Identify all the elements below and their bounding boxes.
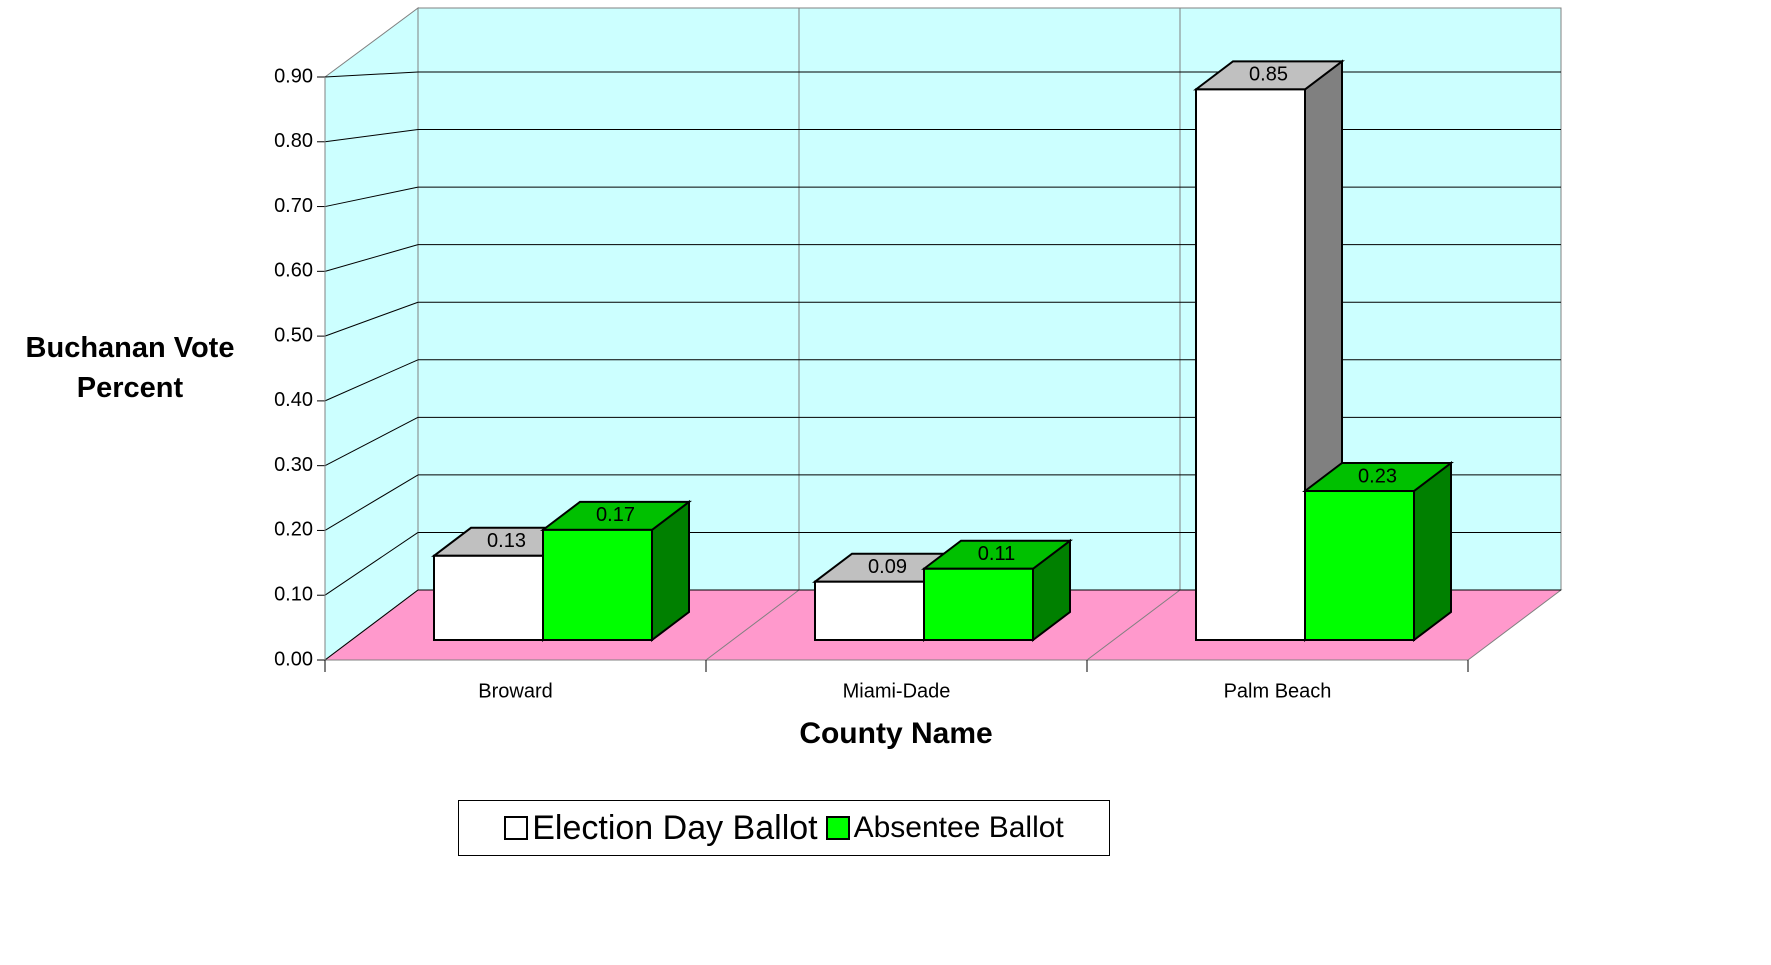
legend-swatch [825, 816, 850, 840]
legend-item: Election Day Ballot [504, 808, 818, 848]
legend: Election Day Ballot Absentee Ballot [458, 800, 1110, 856]
grid-line-side [324, 186, 419, 208]
data-label: 0.13 [487, 530, 526, 552]
data-label: 0.17 [596, 504, 635, 526]
data-label: 0.23 [1358, 465, 1397, 487]
grid-line-side [324, 359, 419, 402]
x-tick-label: Broward [478, 680, 552, 702]
data-label: 0.11 [978, 543, 1015, 565]
left-wall [324, 7, 419, 662]
y-tick-label: 0.60 [274, 260, 313, 282]
bar-front [542, 528, 653, 642]
y-tick-label: 0.30 [274, 454, 313, 476]
bar-front [814, 580, 925, 642]
floor-divider [705, 589, 800, 661]
y-tick-label: 0.00 [274, 648, 313, 670]
x-tick-label: Miami-Dade [843, 680, 951, 702]
legend-label: Absentee Ballot [853, 811, 1064, 844]
grid-line-side [324, 532, 419, 596]
x-axis-label: County Name [799, 717, 992, 750]
y-tick-label: 0.20 [274, 519, 313, 541]
bar [921, 538, 1073, 643]
grid-line-side [324, 474, 419, 531]
legend-swatch [504, 816, 529, 840]
legend-item: Absentee Ballot [825, 811, 1064, 845]
y-tick-label: 0.10 [274, 584, 313, 606]
bar [1193, 59, 1345, 643]
y-tick-label: 0.70 [274, 195, 313, 217]
y-tick-label: 0.40 [274, 389, 313, 411]
data-label: 0.09 [868, 556, 907, 578]
bar-front [1304, 490, 1415, 641]
grid-line-side [324, 589, 419, 661]
legend-label: Election Day Ballot [532, 808, 818, 847]
y-axis-label: Buchanan Vote Percent [25, 332, 235, 404]
grid-line-side [324, 129, 419, 143]
bar-front [923, 567, 1034, 641]
bar-side [1413, 461, 1452, 643]
bar [540, 499, 692, 643]
grid-line-side [324, 416, 419, 467]
bar-front [1195, 88, 1306, 641]
grid-line-side [324, 301, 419, 337]
grid-line-side [324, 244, 419, 272]
data-label: 0.85 [1249, 64, 1288, 86]
y-tick-label: 0.80 [274, 130, 313, 152]
floor-divider [1086, 589, 1181, 661]
bar-front [433, 554, 544, 641]
x-tick-label: Palm Beach [1224, 680, 1332, 702]
bar [1302, 461, 1454, 643]
y-tick-label: 0.50 [274, 324, 313, 346]
y-tick-label: 0.90 [274, 65, 313, 87]
grid-line-side [324, 71, 419, 78]
